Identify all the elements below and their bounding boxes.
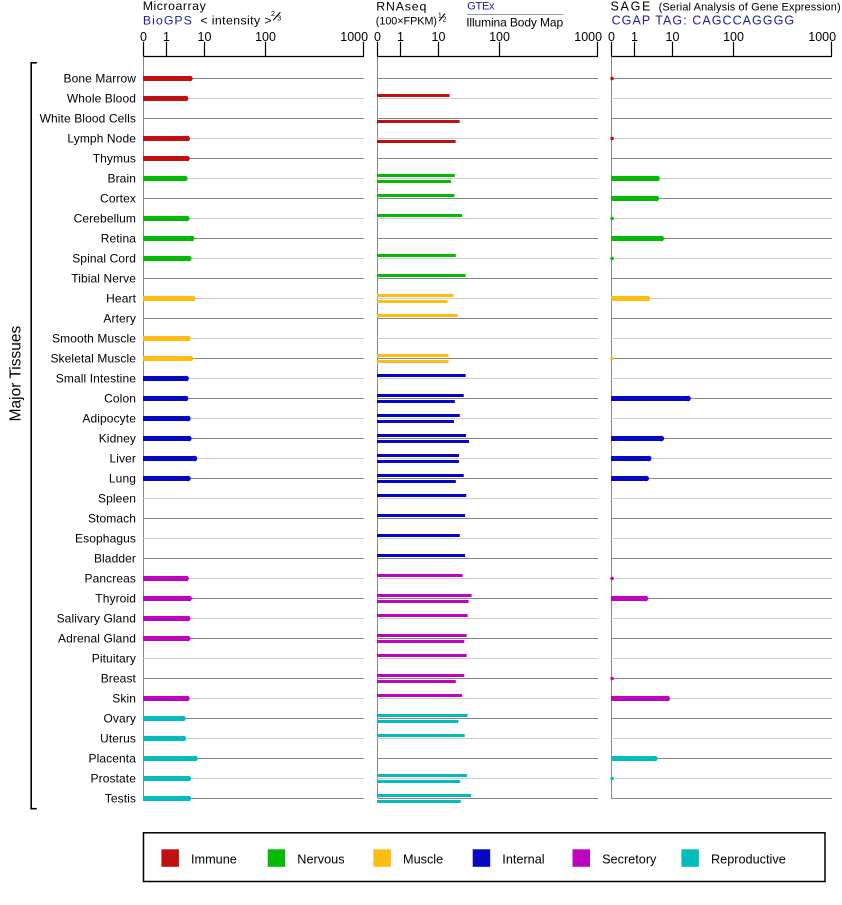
svg-text:GTEx: GTEx xyxy=(467,0,495,12)
svg-text:Small Intestine: Small Intestine xyxy=(56,372,136,386)
svg-text:2: 2 xyxy=(443,17,447,24)
svg-text:Skeletal Muscle: Skeletal Muscle xyxy=(50,352,136,366)
svg-text:Artery: Artery xyxy=(103,312,136,326)
svg-text:Adipocyte: Adipocyte xyxy=(82,412,136,426)
svg-text:Illumina Body Map: Illumina Body Map xyxy=(466,15,563,29)
svg-text:Bladder: Bladder xyxy=(94,552,136,566)
svg-text:2: 2 xyxy=(271,11,275,18)
svg-text:1: 1 xyxy=(631,30,638,44)
svg-text:Secretory: Secretory xyxy=(602,853,657,867)
svg-text:Smooth Muscle: Smooth Muscle xyxy=(52,332,136,346)
svg-text:Nervous: Nervous xyxy=(297,853,344,867)
svg-text:Placenta: Placenta xyxy=(89,752,137,766)
svg-text:Cerebellum: Cerebellum xyxy=(74,212,136,226)
svg-text:10: 10 xyxy=(432,30,446,44)
svg-text:1: 1 xyxy=(163,30,170,44)
svg-text:White Blood Cells: White Blood Cells xyxy=(40,112,136,126)
svg-text:Esophagus: Esophagus xyxy=(75,532,136,546)
svg-text:Cortex: Cortex xyxy=(100,192,136,206)
svg-text:Pancreas: Pancreas xyxy=(85,572,137,586)
svg-text:Ovary: Ovary xyxy=(103,712,136,726)
svg-text:0: 0 xyxy=(140,30,147,44)
svg-text:1: 1 xyxy=(397,30,404,44)
svg-text:Stomach: Stomach xyxy=(88,512,136,526)
svg-text:Bone Marrow: Bone Marrow xyxy=(64,72,137,86)
svg-text:1000: 1000 xyxy=(574,30,602,44)
svg-text:Uterus: Uterus xyxy=(100,732,136,746)
svg-text:Whole Blood: Whole Blood xyxy=(67,92,136,106)
svg-text:Thymus: Thymus xyxy=(93,152,136,166)
svg-text:Salivary Gland: Salivary Gland xyxy=(57,612,136,626)
svg-text:Adrenal Gland: Adrenal Gland xyxy=(58,632,136,646)
svg-text:0: 0 xyxy=(608,30,615,44)
svg-text:Heart: Heart xyxy=(106,292,136,306)
svg-text:Tibial Nerve: Tibial Nerve xyxy=(71,272,136,286)
svg-text:Spleen: Spleen xyxy=(98,492,136,506)
svg-text:0: 0 xyxy=(374,30,381,44)
svg-text:100: 100 xyxy=(723,30,744,44)
svg-text:Lymph Node: Lymph Node xyxy=(67,132,136,146)
svg-text:10: 10 xyxy=(666,30,680,44)
svg-text:Brain: Brain xyxy=(107,172,136,186)
svg-text:3: 3 xyxy=(277,15,281,22)
svg-text:(100×FPKM): (100×FPKM) xyxy=(376,16,437,28)
svg-text:Colon: Colon xyxy=(104,392,136,406)
svg-text:Liver: Liver xyxy=(109,452,136,466)
svg-text:Thyroid: Thyroid xyxy=(95,592,136,606)
svg-text:< intensity >: < intensity > xyxy=(200,14,272,28)
svg-text:1000: 1000 xyxy=(340,30,368,44)
svg-text:Prostate: Prostate xyxy=(91,772,137,786)
svg-text:Reproductive: Reproductive xyxy=(711,853,786,867)
svg-text:Microarray: Microarray xyxy=(143,0,207,13)
svg-text:SAGE: SAGE xyxy=(611,0,653,13)
svg-text:Breast: Breast xyxy=(101,672,137,686)
svg-text:Immune: Immune xyxy=(191,853,237,867)
svg-text:Spinal Cord: Spinal Cord xyxy=(72,252,136,266)
svg-text:Skin: Skin xyxy=(112,692,136,706)
svg-text:Pituitary: Pituitary xyxy=(92,652,136,666)
svg-text:CGAP TAG: CAGCCAGGGG: CGAP TAG: CAGCCAGGGG xyxy=(612,13,796,27)
svg-text:100: 100 xyxy=(255,30,276,44)
svg-text:Kidney: Kidney xyxy=(99,432,136,446)
svg-text:1000: 1000 xyxy=(808,30,836,44)
svg-text:Lung: Lung xyxy=(109,472,136,486)
svg-text:Internal: Internal xyxy=(502,853,544,867)
svg-text:Major Tissues: Major Tissues xyxy=(7,326,24,422)
svg-text:Retina: Retina xyxy=(101,232,137,246)
svg-text:RNAseq: RNAseq xyxy=(376,0,427,13)
svg-text:100: 100 xyxy=(489,30,510,44)
svg-text:BioGPS: BioGPS xyxy=(143,13,193,27)
svg-text:Muscle: Muscle xyxy=(403,853,443,867)
svg-text:(Serial Analysis of Gene Expre: (Serial Analysis of Gene Expression) xyxy=(659,2,841,14)
svg-text:1: 1 xyxy=(438,12,442,19)
svg-text:Testis: Testis xyxy=(105,792,136,806)
svg-text:10: 10 xyxy=(198,30,212,44)
